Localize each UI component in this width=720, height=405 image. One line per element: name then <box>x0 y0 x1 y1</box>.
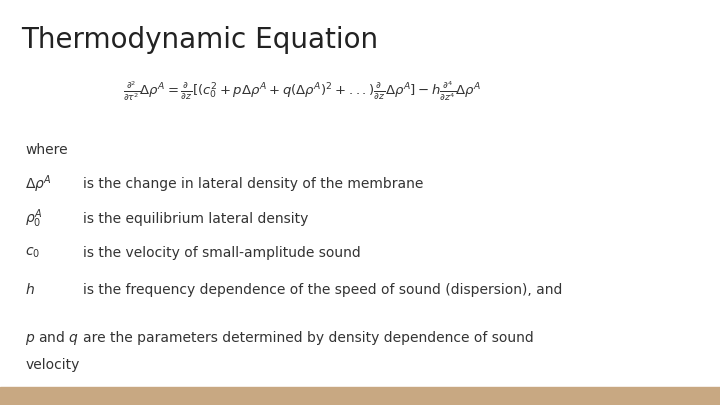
Text: is the frequency dependence of the speed of sound (dispersion), and: is the frequency dependence of the speed… <box>83 283 562 296</box>
Text: velocity: velocity <box>25 358 80 371</box>
Text: $c_0$: $c_0$ <box>25 246 40 260</box>
Text: $\Delta\rho^A$: $\Delta\rho^A$ <box>25 173 52 195</box>
Text: Thermodynamic Equation: Thermodynamic Equation <box>22 26 379 54</box>
Text: where: where <box>25 143 68 157</box>
Text: $h$: $h$ <box>25 282 35 297</box>
Text: is the change in lateral density of the membrane: is the change in lateral density of the … <box>83 177 423 191</box>
Text: $\rho_0^A$: $\rho_0^A$ <box>25 207 42 230</box>
Text: are the parameters determined by density dependence of sound: are the parameters determined by density… <box>83 331 534 345</box>
Text: $\frac{\partial^2}{\partial\tau^2}\Delta\rho^A = \frac{\partial}{\partial z}[(c_: $\frac{\partial^2}{\partial\tau^2}\Delta… <box>123 79 482 103</box>
Text: is the equilibrium lateral density: is the equilibrium lateral density <box>83 212 308 226</box>
Text: is the velocity of small-amplitude sound: is the velocity of small-amplitude sound <box>83 246 361 260</box>
Text: $p \text{ and } q$: $p \text{ and } q$ <box>25 329 79 347</box>
Bar <box>0 387 720 405</box>
